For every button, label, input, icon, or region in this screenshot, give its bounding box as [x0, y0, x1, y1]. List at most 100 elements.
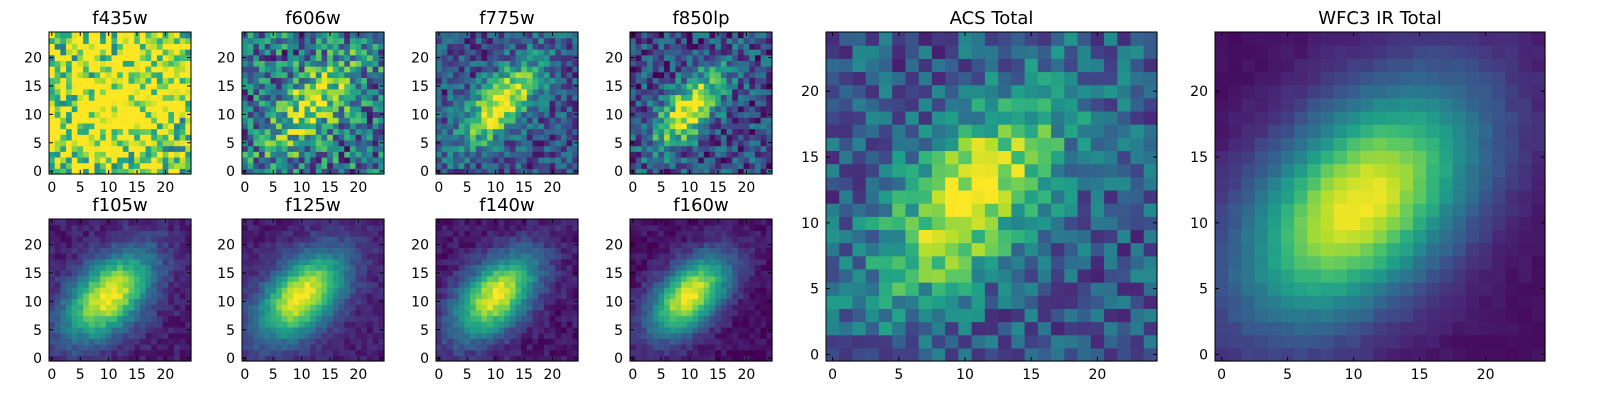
heatmap-cell [145, 77, 152, 84]
heatmap-cell [139, 139, 147, 147]
heatmap-cell [128, 111, 135, 118]
heatmap-cell [327, 111, 334, 118]
heatmap-cell [572, 253, 579, 260]
heatmap-cell [156, 156, 164, 164]
heatmap-cell [732, 338, 739, 345]
heatmap-cell [647, 281, 654, 288]
heatmap-cell [441, 338, 448, 345]
heatmap-cell [720, 343, 728, 351]
heatmap-cell [538, 66, 545, 73]
heatmap-cell [54, 128, 61, 135]
heatmap-cell [264, 37, 271, 44]
heatmap-cell [253, 71, 260, 79]
y-tick-label: 20 [24, 238, 42, 254]
heatmap-cell [66, 326, 73, 334]
heatmap-cell [54, 219, 61, 226]
heatmap-cell [470, 287, 477, 294]
heatmap-cell [560, 275, 568, 283]
heatmap-cell [453, 162, 460, 169]
heatmap-cell [315, 332, 323, 339]
heatmap-cell [185, 315, 192, 322]
heatmap-cell [338, 77, 345, 84]
heatmap-cell [504, 292, 511, 300]
heatmap-cell [532, 49, 539, 56]
heatmap-cell [658, 88, 665, 96]
heatmap-cell [698, 151, 705, 158]
heatmap-cell [94, 247, 101, 254]
heatmap-cell [168, 338, 175, 345]
heatmap-cell [635, 77, 642, 84]
heatmap-cell [111, 321, 118, 328]
heatmap-cell [71, 122, 78, 130]
heatmap-cell [270, 338, 277, 345]
heatmap-cell [378, 275, 385, 283]
heatmap-cell [270, 162, 277, 169]
heatmap-cell [168, 83, 175, 90]
heatmap-cell [71, 315, 78, 322]
heatmap-cell [555, 71, 562, 79]
heatmap-cell [293, 111, 300, 118]
heatmap-cell [270, 270, 277, 277]
heatmap-cell [162, 54, 169, 61]
heatmap-cell [709, 54, 716, 61]
heatmap-cell [253, 309, 260, 317]
heatmap-cell [168, 292, 175, 300]
heatmap-cell [664, 168, 671, 175]
heatmap-cell [270, 343, 277, 351]
heatmap-cell [259, 151, 266, 158]
heatmap-cell [100, 94, 107, 101]
heatmap-cell [66, 349, 73, 356]
heatmap-cell [304, 94, 311, 101]
heatmap-cell [293, 264, 300, 271]
heatmap-cell [168, 122, 175, 130]
heatmap-cell [366, 321, 374, 328]
heatmap-cell [60, 128, 67, 135]
heatmap-cell [304, 54, 311, 61]
heatmap-cell [259, 168, 266, 175]
heatmap-cell [664, 162, 671, 169]
x-tick-label: 0 [240, 180, 249, 196]
heatmap-cell [441, 304, 448, 311]
heatmap-cell [179, 355, 186, 362]
heatmap-cell [105, 111, 113, 118]
heatmap-cell [253, 122, 260, 130]
heatmap-cell [355, 287, 362, 294]
heatmap-cell [253, 117, 260, 124]
heatmap-cell [151, 338, 158, 345]
heatmap-cell [436, 230, 443, 237]
heatmap-cell [94, 264, 101, 271]
heatmap-cell [173, 275, 181, 283]
heatmap-cell [122, 258, 130, 266]
heatmap-cell [83, 264, 90, 271]
heatmap-cell [83, 145, 90, 152]
heatmap-cell [647, 338, 654, 345]
heatmap-cell [441, 111, 448, 118]
heatmap-cell [111, 253, 118, 260]
heatmap-cell [117, 43, 124, 50]
heatmap-cell [298, 151, 306, 158]
heatmap-cell [310, 219, 317, 226]
heatmap-cell [168, 224, 175, 231]
heatmap-cell [538, 275, 545, 283]
heatmap-cell [122, 321, 130, 328]
heatmap-cell [77, 60, 84, 67]
heatmap-cell [145, 122, 152, 130]
heatmap-cell [338, 168, 345, 175]
heatmap-cell [151, 88, 158, 96]
heatmap-cell [692, 298, 699, 305]
heatmap-cell [185, 275, 192, 283]
heatmap-cell [436, 253, 443, 260]
heatmap-cell [327, 241, 334, 248]
heatmap-cell [247, 270, 254, 277]
heatmap-cell [737, 49, 745, 56]
heatmap-cell [521, 83, 528, 90]
heatmap-cell [293, 43, 300, 50]
heatmap-cell [304, 253, 311, 260]
heatmap-cell [88, 287, 96, 294]
heatmap-cell [692, 94, 699, 101]
heatmap-cell [641, 60, 648, 67]
heatmap-cell [122, 66, 130, 73]
y-tick-label: 20 [217, 238, 235, 254]
heatmap-cell [315, 230, 323, 237]
heatmap-cell [378, 88, 385, 96]
